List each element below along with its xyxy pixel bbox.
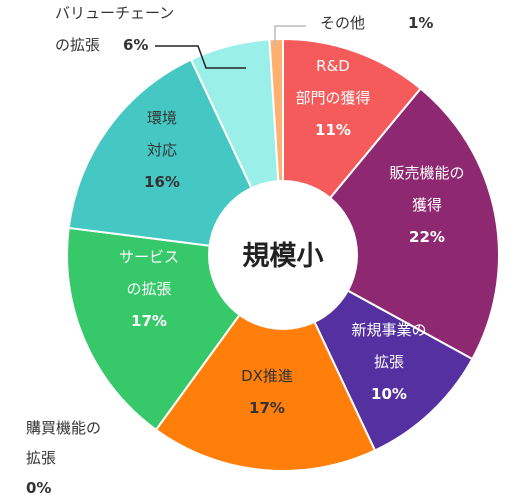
slice-2	[281, 87, 500, 361]
slice-value-label: 0%	[26, 479, 51, 497]
slice-value-label: 22%	[409, 228, 445, 246]
slice-label-4: DX推進 17%	[241, 367, 293, 417]
center-label: 規模小	[243, 241, 324, 272]
donut-hole	[208, 180, 358, 330]
slice-category-label: 環境	[147, 109, 177, 127]
slice-category-label: 獲得	[412, 196, 442, 214]
slice-label-9: その他 1%	[320, 14, 433, 32]
slice-category-label: バリューチェーン	[55, 4, 174, 22]
slice-category-label: R&D	[316, 57, 350, 75]
slice-category-label: 対応	[147, 141, 177, 159]
slice-category-label: 拡張	[374, 353, 404, 371]
slice-category-label: 販売機能の	[389, 164, 464, 182]
leader-line-value-chain	[155, 45, 246, 69]
slice-value-label: 17%	[131, 312, 167, 330]
slice-value-label: 17%	[249, 399, 285, 417]
slice-category-label: 拡張	[26, 449, 56, 467]
slice-category-label: DX推進	[241, 367, 293, 385]
leader-lines-layer	[155, 25, 306, 69]
slice-category-label: の拡張	[126, 280, 171, 298]
slice-value-label: 16%	[144, 173, 180, 191]
slice-category-label: 部門の獲得	[295, 89, 370, 107]
slice-value-label: 11%	[315, 121, 351, 139]
slice-4	[154, 253, 377, 472]
slice-category-label: の拡張	[55, 36, 100, 54]
slice-category-label: その他	[320, 14, 365, 32]
slice-label-1: R&D 部門の獲得 11%	[295, 57, 370, 139]
slice-category-label: サービス	[119, 248, 179, 266]
slice-category-label: 購買機能の	[26, 419, 101, 437]
leader-line-other	[274, 25, 306, 46]
slice-category-label: 新規事業の	[351, 321, 426, 339]
slice-value-label: 6%	[123, 36, 148, 54]
slice-value-label: 1%	[408, 14, 433, 32]
slice-value-label: 10%	[371, 385, 407, 403]
